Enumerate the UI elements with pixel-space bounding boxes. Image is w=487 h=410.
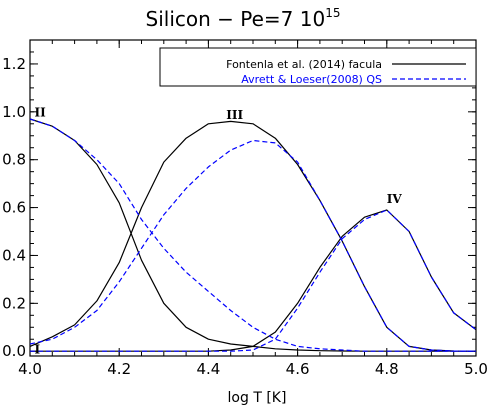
- ion-label-II: II: [34, 106, 46, 120]
- series-line-III-qs: [29, 139, 477, 352]
- series-line-IV-qs: [30, 209, 477, 352]
- x-tick-label: 4.0: [18, 360, 42, 378]
- plot-frame: [29, 39, 477, 357]
- y-tick-label: 0.6: [2, 199, 26, 217]
- y-tick-label: 1.2: [2, 55, 26, 73]
- chart-title-superscript: 15: [325, 6, 340, 20]
- series-line-II-facula: [29, 118, 476, 352]
- chart-title: Silicon − Pe=7 1015: [146, 6, 341, 31]
- legend-label: Fontenla et al. (2014) facula: [226, 58, 382, 71]
- y-tick-label: 1.0: [2, 103, 26, 121]
- series-line-IV-facula: [30, 209, 477, 352]
- series-layer: [29, 118, 477, 352]
- axis-ticks: 4.0 4.2 4.4 4.6 4.8 5.0 0.0 0.2 0.4 0.6 0.8 1.0 1.2: [2, 39, 487, 378]
- y-tick-label: 0.2: [2, 294, 26, 312]
- legend-box: [159, 47, 477, 87]
- ion-label-I: I: [34, 343, 40, 357]
- x-tick-label: 5.0: [464, 360, 487, 378]
- x-tick-label: 4.6: [286, 360, 310, 378]
- y-tick-label: 0.4: [2, 246, 26, 264]
- y-tick-label: 0.8: [2, 151, 26, 169]
- x-tick-label: 4.2: [107, 360, 131, 378]
- ion-label-IV: IV: [387, 192, 403, 206]
- legend: Fontenla et al. (2014) facula Avrett & Lo…: [159, 47, 477, 87]
- x-axis-label: log T [K]: [228, 390, 287, 406]
- y-tick-label: 0.0: [2, 342, 26, 360]
- ion-label-III: III: [226, 108, 243, 122]
- series-line-II-qs: [29, 118, 476, 352]
- chart-title-text: Silicon − Pe=7 10: [146, 7, 326, 31]
- x-tick-label: 4.4: [196, 360, 220, 378]
- legend-label: Avrett & Loeser(2008) QS: [241, 73, 382, 86]
- x-tick-label: 4.8: [375, 360, 399, 378]
- series-line-III-facula: [29, 120, 477, 352]
